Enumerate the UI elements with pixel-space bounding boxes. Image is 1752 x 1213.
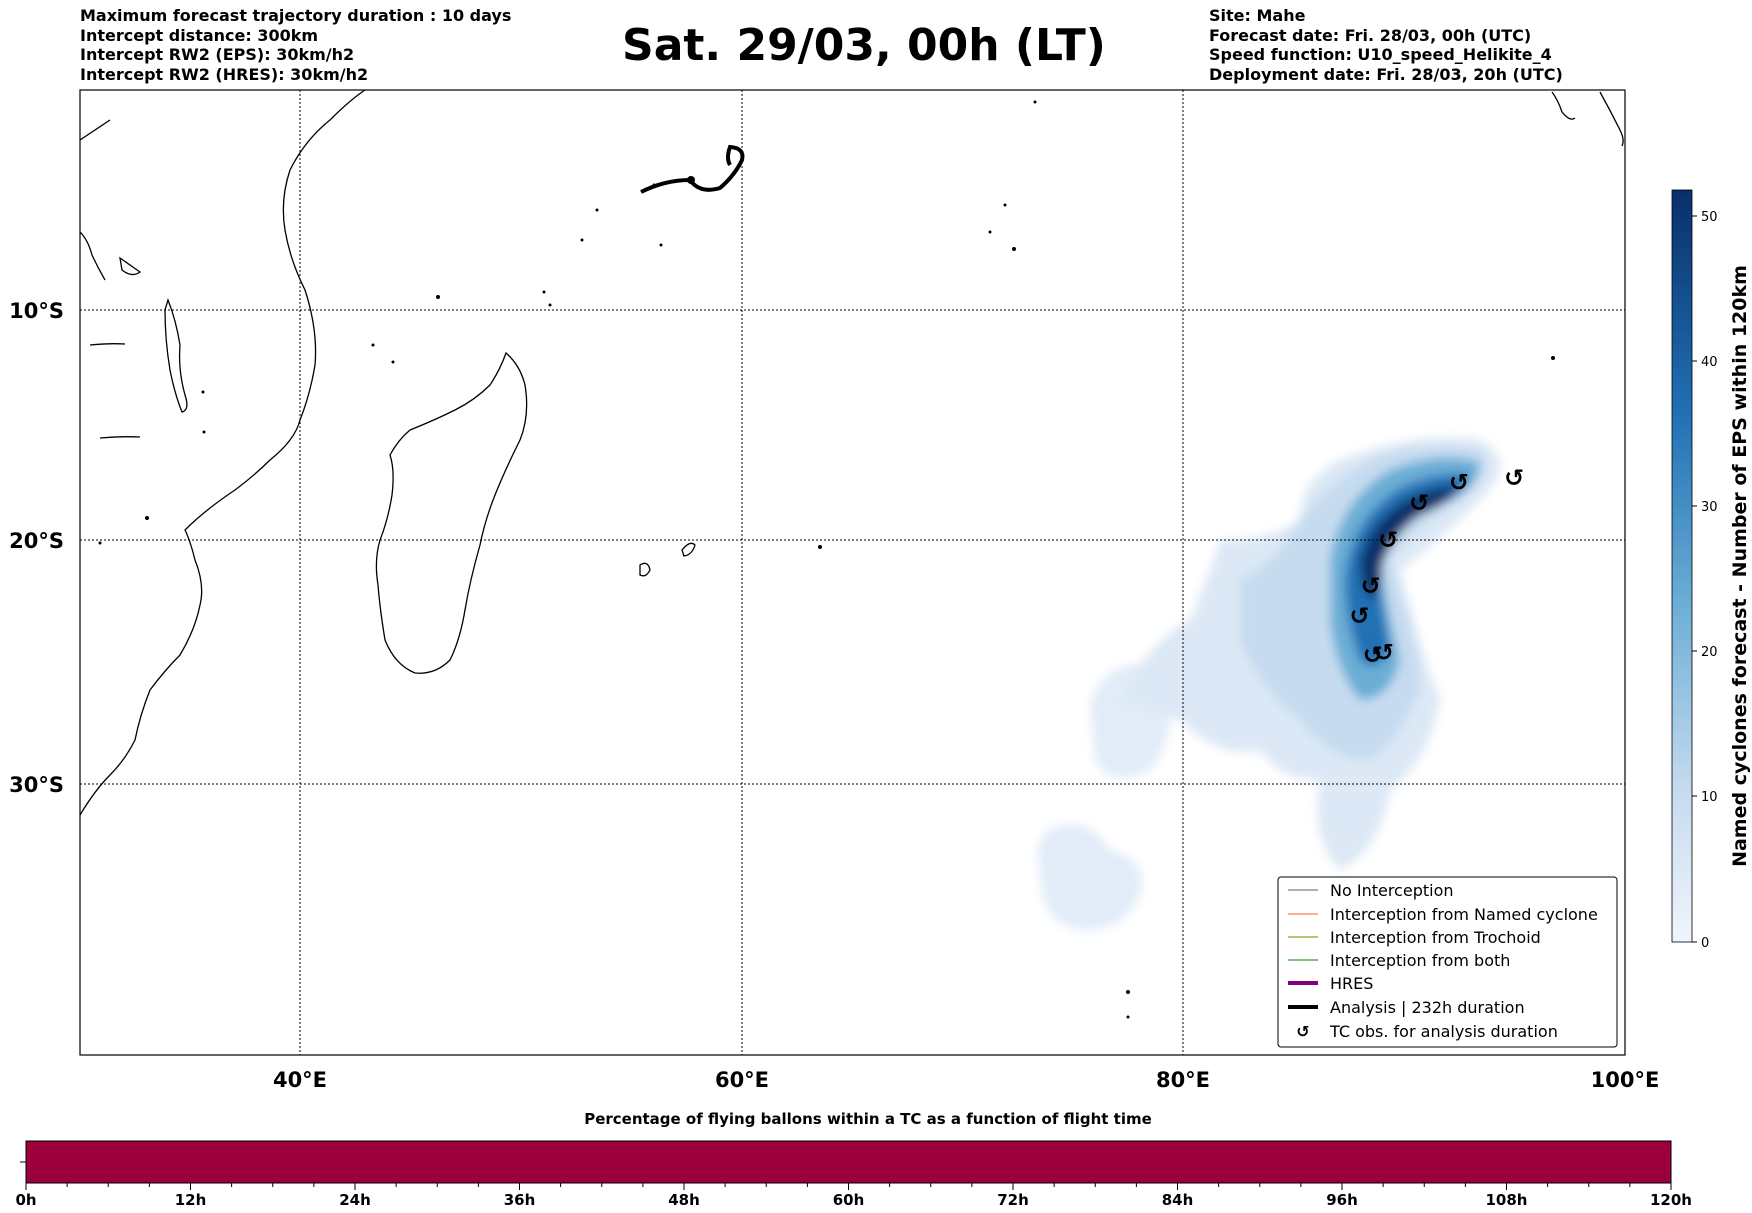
tc-obs-marker-6: ↺	[1374, 639, 1394, 667]
svg-text:TC obs. for analysis duration: TC obs. for analysis duration	[1329, 1022, 1558, 1041]
svg-text:Interception from both: Interception from both	[1330, 951, 1510, 970]
cyclone-symbol-icon: ↺	[1296, 1022, 1309, 1041]
svg-text:Interception from Trochoid: Interception from Trochoid	[1330, 928, 1541, 947]
time-tick-0h: 0h	[15, 1191, 36, 1209]
time-tick-96h: 96h	[1326, 1191, 1358, 1209]
tc-obs-marker-0: ↺	[1504, 464, 1524, 492]
tc-obs-marker-5: ↺	[1350, 602, 1370, 630]
map-title: Sat. 29/03, 00h (LT)	[622, 20, 1106, 71]
colorbar-tick-40: 40	[1701, 355, 1718, 370]
coastlines	[80, 90, 1624, 816]
time-bar-title: Percentage of flying ballons within a TC…	[584, 1110, 1152, 1128]
run-parameters: Maximum forecast trajectory duration : 1…	[80, 6, 511, 84]
small-islands	[98, 100, 1555, 1019]
time-tick-72h: 72h	[997, 1191, 1029, 1209]
time-bar-fill	[25, 1140, 1672, 1184]
eps-density-field	[1037, 437, 1500, 930]
tc-obs-marker-2: ↺	[1409, 489, 1429, 517]
analysis-track-start	[687, 176, 695, 184]
lon-label-100e: 100°E	[1591, 1068, 1660, 1092]
colorbar-tick-50: 50	[1701, 210, 1718, 225]
tc-observations: ↺↺↺↺↺↺↺↺	[1350, 464, 1525, 669]
legend-item-no-interception: No Interception	[1288, 881, 1454, 900]
colorbar-tick-20: 20	[1701, 645, 1718, 660]
lon-label-60e: 60°E	[715, 1068, 769, 1092]
graticule	[80, 90, 1625, 1055]
svg-text:No Interception: No Interception	[1330, 881, 1454, 900]
param-rw2-hres: Intercept RW2 (HRES): 30km/h2	[80, 64, 369, 84]
colorbar-tick-10: 10	[1701, 790, 1718, 805]
time-tick-24h: 24h	[339, 1191, 371, 1209]
lon-label-40e: 40°E	[273, 1068, 327, 1092]
flight-time-bar: Percentage of flying ballons within a TC…	[15, 1110, 1692, 1209]
tc-obs-marker-3: ↺	[1378, 526, 1398, 554]
lat-label-10s: 10°S	[9, 299, 64, 323]
analysis-track	[640, 144, 745, 194]
tc-obs-marker-4: ↺	[1361, 572, 1381, 600]
lat-label-30s: 30°S	[9, 773, 64, 797]
svg-text:Analysis | 232h duration: Analysis | 232h duration	[1330, 998, 1525, 1017]
speed-function: Speed function: U10_speed_Helikite_4	[1209, 45, 1552, 64]
map-layers: ↺↺↺↺↺↺↺↺	[80, 90, 1625, 1055]
svg-text:Interception from Named cyclon: Interception from Named cyclone	[1330, 905, 1598, 924]
colorbar-ramp	[1671, 189, 1693, 943]
legend-item-trochoid: Interception from Trochoid	[1288, 928, 1541, 947]
time-tick-12h: 12h	[175, 1191, 207, 1209]
lon-label-80e: 80°E	[1156, 1068, 1210, 1092]
time-tick-60h: 60h	[833, 1191, 865, 1209]
time-tick-108h: 108h	[1486, 1191, 1528, 1209]
legend-item-hres: HRES	[1288, 974, 1373, 993]
tc-obs-marker-1: ↺	[1449, 469, 1469, 497]
time-tick-84h: 84h	[1162, 1191, 1194, 1209]
legend-item-both: Interception from both	[1288, 951, 1510, 970]
map-legend: No Interception Interception from Named …	[1277, 876, 1618, 1048]
tc-obs-marker-7: ↺	[1363, 641, 1383, 669]
density-colorbar: 0 10 20 30 40 50 Named cyclones forecast…	[1671, 189, 1751, 951]
site-info: Site: Mahe Forecast date: Fri. 28/03, 00…	[1209, 6, 1563, 84]
colorbar-label: Named cyclones forecast - Number of EPS …	[1729, 265, 1751, 867]
forecast-date: Forecast date: Fri. 28/03, 00h (UTC)	[1209, 25, 1532, 45]
legend-item-tc-obs: ↺ TC obs. for analysis duration	[1296, 1022, 1558, 1041]
time-tick-120h: 120h	[1650, 1191, 1692, 1209]
lat-label-20s: 20°S	[9, 529, 64, 553]
svg-text:HRES: HRES	[1330, 974, 1373, 993]
param-intercept-distance: Intercept distance: 300km	[80, 25, 319, 45]
time-tick-36h: 36h	[504, 1191, 536, 1209]
site-name: Site: Mahe	[1209, 6, 1306, 25]
colorbar-tick-0: 0	[1701, 936, 1709, 951]
param-max-duration: Maximum forecast trajectory duration : 1…	[80, 6, 512, 25]
legend-item-named-cyclone: Interception from Named cyclone	[1288, 905, 1598, 924]
param-rw2-eps: Intercept RW2 (EPS): 30km/h2	[80, 45, 355, 64]
deployment-date: Deployment date: Fri. 28/03, 20h (UTC)	[1209, 64, 1563, 84]
colorbar-tick-30: 30	[1701, 500, 1718, 515]
time-tick-48h: 48h	[668, 1191, 700, 1209]
legend-item-analysis: Analysis | 232h duration	[1288, 998, 1525, 1017]
